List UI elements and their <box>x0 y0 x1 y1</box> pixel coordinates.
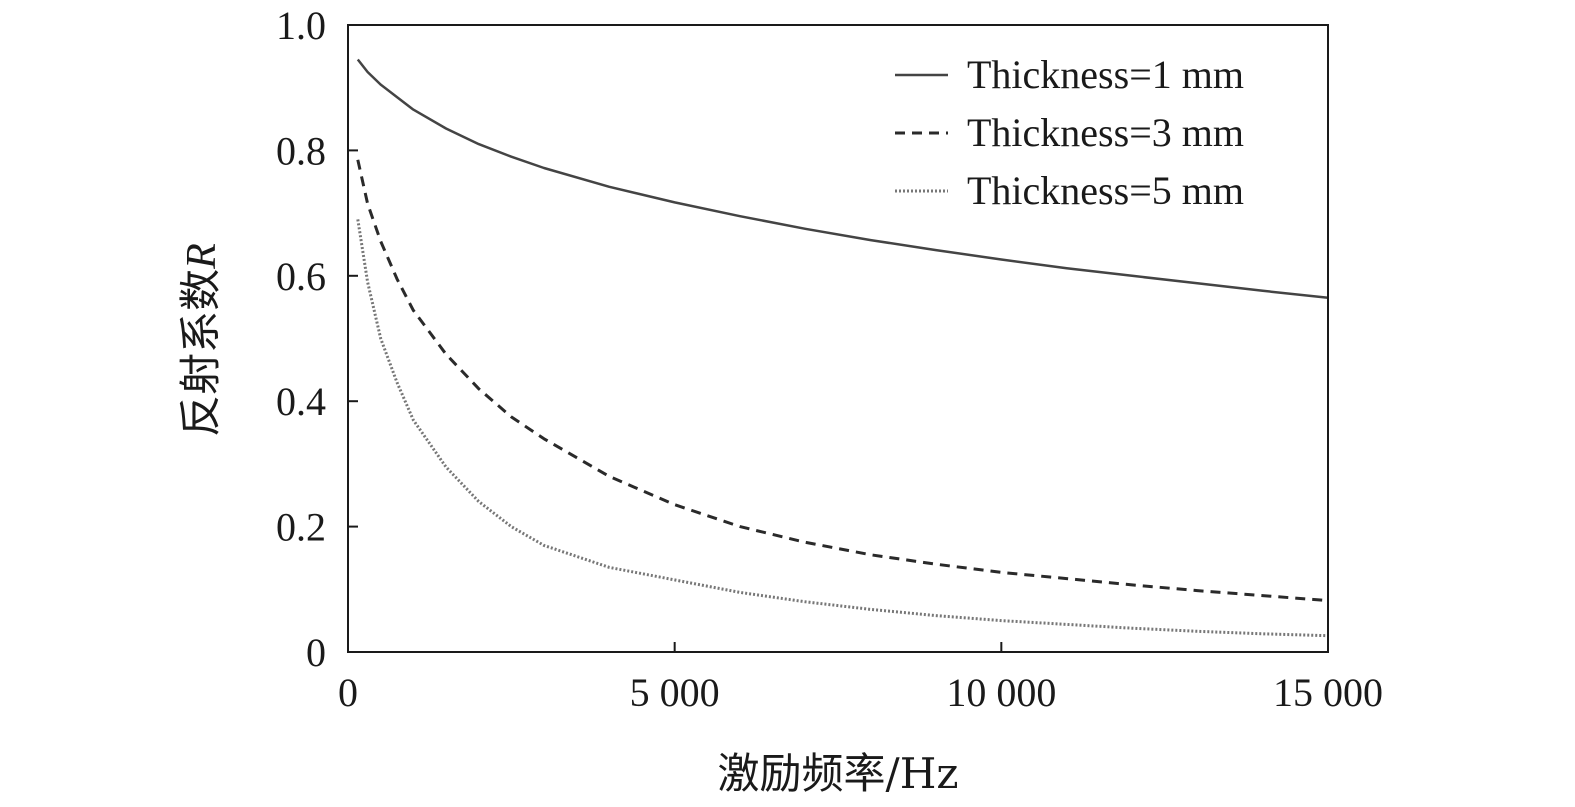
y-axis: 0 0.2 0.4 0.6 0.8 1.0 <box>276 3 358 675</box>
series-line-1 <box>356 58 1329 299</box>
y-axis-title-variable: R <box>179 243 225 270</box>
x-axis: 0 5 000 10 000 15 000 <box>338 642 1383 715</box>
y-tick-label: 0 <box>306 630 326 675</box>
plot-series <box>356 58 1329 638</box>
y-tick-label: 1.0 <box>276 3 326 48</box>
y-tick-label: 0.4 <box>276 379 326 424</box>
legend-label-3: Thickness=5 mm <box>967 168 1244 213</box>
x-tick-label: 5 000 <box>630 670 720 715</box>
x-axis-title: 激励频率/Hz <box>718 749 959 798</box>
x-tick-label: 0 <box>338 670 358 715</box>
y-axis-title: 反射系数R <box>176 243 225 437</box>
legend-label-2: Thickness=3 mm <box>967 110 1244 155</box>
legend-label-1: Thickness=1 mm <box>967 52 1244 97</box>
y-tick-label: 0.2 <box>276 505 326 550</box>
plot-frame <box>347 24 1329 653</box>
y-axis-title-text: 反射系数 <box>176 269 225 437</box>
x-tick-label: 10 000 <box>946 670 1056 715</box>
y-tick-label: 0.8 <box>276 128 326 173</box>
x-tick-label: 15 000 <box>1273 670 1383 715</box>
series-line-2 <box>356 159 1329 603</box>
series-line-3 <box>356 219 1329 638</box>
legend: Thickness=1 mm Thickness=3 mm Thickness=5 … <box>895 52 1244 213</box>
y-tick-label: 0.6 <box>276 254 326 299</box>
